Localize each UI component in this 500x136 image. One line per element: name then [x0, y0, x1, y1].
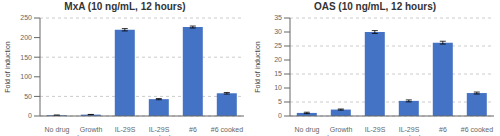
- svg-text:No drug: No drug: [45, 126, 70, 134]
- svg-text:Fold of induction: Fold of induction: [254, 41, 261, 92]
- html-text:OAS (10 ng/mL, 12 hours): OAS (10 ng/mL, 12 hours): [313, 1, 437, 12]
- svg-text:IL-29S: IL-29S: [115, 126, 136, 133]
- svg-text:25: 25: [274, 42, 282, 49]
- svg-text:#6 cooked: #6 cooked: [211, 126, 243, 133]
- svg-text:Fold of induction: Fold of induction: [8, 41, 11, 92]
- svg-text:0: 0: [28, 112, 32, 119]
- svg-text:IL-29S: IL-29S: [365, 126, 386, 133]
- svg-text:5: 5: [278, 98, 282, 105]
- svg-text:250: 250: [20, 14, 32, 21]
- svg-text:15: 15: [274, 70, 282, 77]
- svg-text:50: 50: [24, 93, 32, 100]
- svg-text:30: 30: [274, 28, 282, 35]
- svg-text:200: 200: [20, 34, 32, 41]
- svg-text:0: 0: [278, 112, 282, 119]
- svg-text:#6: #6: [439, 126, 447, 133]
- svg-text:35: 35: [274, 14, 282, 21]
- svg-text:20: 20: [274, 56, 282, 63]
- svg-text:Growthhormone: Growthhormone: [327, 126, 355, 136]
- svg-text:100: 100: [20, 73, 32, 80]
- svg-text:#6: #6: [189, 126, 197, 133]
- svg-text:#6 cooked: #6 cooked: [461, 126, 492, 133]
- svg-text:10: 10: [274, 84, 282, 91]
- svg-text:150: 150: [20, 54, 32, 61]
- html-text:MxA (10 ng/mL, 12 hours): MxA (10 ng/mL, 12 hours): [64, 1, 186, 12]
- svg-text:IL-29Scooked: IL-29Scooked: [148, 126, 171, 136]
- svg-text:Growthhormone: Growthhormone: [77, 126, 105, 136]
- svg-text:No drug: No drug: [295, 126, 320, 134]
- svg-text:IL-29Scooked: IL-29Scooked: [398, 126, 421, 136]
